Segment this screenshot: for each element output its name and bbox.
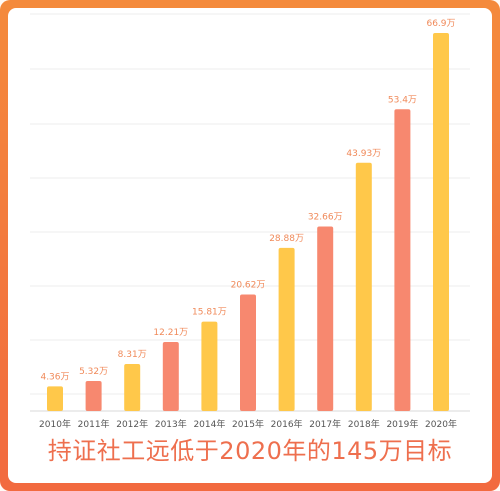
x-tick-label: 2012年 (116, 418, 148, 430)
value-label: 8.31万 (118, 350, 147, 360)
bar (47, 386, 63, 411)
chart-caption: 持证社工远低于2020年的145万目标 (47, 437, 453, 465)
x-tick-label: 2013年 (155, 418, 187, 430)
value-label: 5.32万 (79, 367, 108, 377)
bars (47, 33, 449, 412)
x-tick-label: 2020年 (425, 418, 457, 430)
value-label: 15.81万 (192, 308, 227, 318)
x-tick-label: 2017年 (309, 418, 341, 430)
bar (85, 380, 102, 411)
x-tick-label: 2015年 (232, 418, 264, 430)
bar (433, 33, 449, 411)
bar (201, 321, 218, 411)
value-label: 12.21万 (153, 328, 188, 338)
x-tick-labels: 2010年 2011年 2012年 2013年 2014年 2015年 2016年 2017年… (39, 418, 457, 430)
bar (317, 226, 334, 411)
x-tick-label: 2019年 (386, 418, 418, 430)
value-label: 28.88万 (269, 234, 304, 244)
bar (278, 247, 295, 411)
bar (124, 364, 141, 411)
bar (355, 162, 372, 411)
x-tick-label: 2018年 (348, 418, 380, 430)
value-label: 43.93万 (346, 149, 381, 159)
x-tick-label: 2016年 (271, 418, 303, 430)
bar (394, 109, 411, 412)
x-tick-label: 2011年 (78, 418, 110, 430)
value-label: 32.66万 (308, 212, 343, 222)
bar (240, 294, 256, 411)
value-label: 4.36万 (40, 372, 69, 382)
bar (162, 342, 179, 411)
value-label: 20.62万 (231, 280, 266, 290)
value-label: 66.9万 (426, 19, 455, 29)
value-labels: 4.36万 5.32万 8.31万 12.21万 15.81万 20.62万 28.88万 3… (40, 19, 455, 382)
x-tick-label: 2010年 (39, 418, 71, 430)
value-label: 53.4万 (388, 95, 417, 105)
x-tick-label: 2014年 (193, 418, 225, 430)
